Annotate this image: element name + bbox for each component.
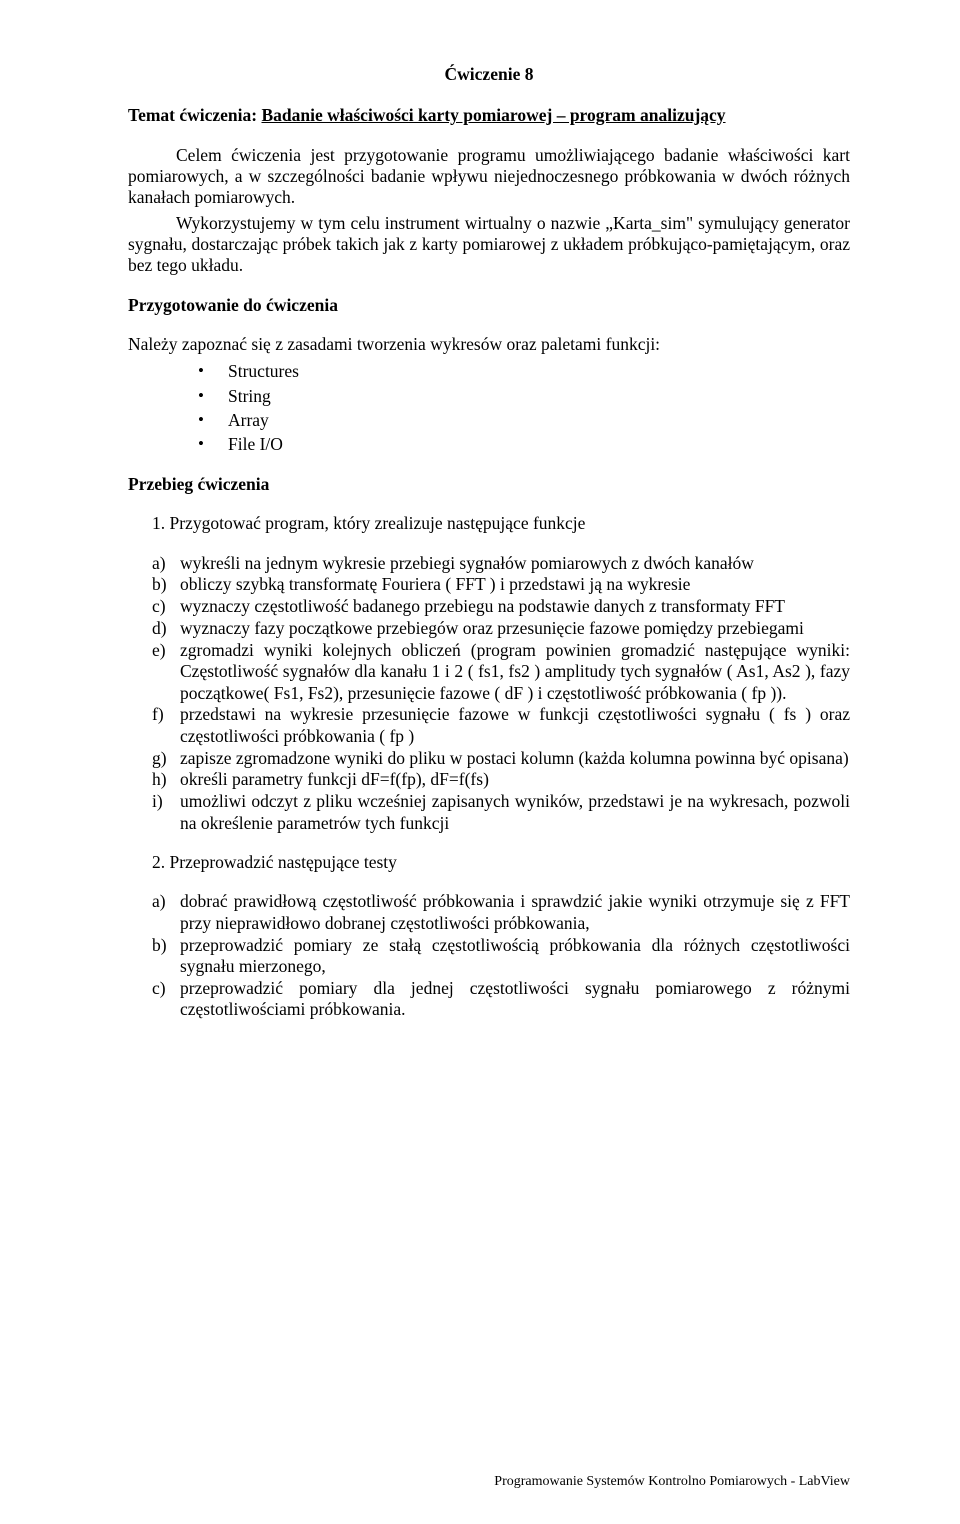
marker: c) [152,596,166,617]
marker: b) [152,935,167,956]
item-text: dobrać prawidłową częstotliwość próbkowa… [180,891,850,932]
task-2-list: a) dobrać prawidłową częstotliwość próbko… [128,891,850,1020]
item-text: umożliwi odczyt z pliku wcześniej zapisa… [180,791,850,832]
list-item: Array [198,410,850,431]
intro-paragraph-1: Celem ćwiczenia jest przygotowanie progr… [128,145,850,209]
marker: b) [152,574,167,595]
task-1-line: 1. Przygotować program, który zrealizuje… [152,513,850,534]
marker: h) [152,769,167,790]
list-item: b) obliczy szybką transformatę Fouriera (… [152,574,850,595]
list-item: b) przeprowadzić pomiary ze stałą częstot… [152,935,850,978]
marker: i) [152,791,163,812]
item-text: przeprowadzić pomiary ze stałą częstotli… [180,935,850,976]
list-item: i) umożliwi odczyt z pliku wcześniej zapi… [152,791,850,834]
marker: e) [152,640,166,661]
marker: c) [152,978,166,999]
topic-label: Temat ćwiczenia: [128,105,261,125]
run-heading: Przebieg ćwiczenia [128,474,850,495]
list-item: d) wyznaczy fazy początkowe przebiegów or… [152,618,850,639]
item-text: wyznaczy częstotliwość badanego przebieg… [180,596,785,616]
page-footer: Programowanie Systemów Kontrolno Pomiaro… [494,1473,850,1490]
item-text: przeprowadzić pomiary dla jednej częstot… [180,978,850,1019]
list-item: g) zapisze zgromadzone wyniki do pliku w … [152,748,850,769]
item-text: przedstawi na wykresie przesunięcie fazo… [180,704,850,745]
preparation-heading: Przygotowanie do ćwiczenia [128,295,850,316]
list-item: a) wykreśli na jednym wykresie przebiegi … [152,553,850,574]
list-item: c) przeprowadzić pomiary dla jednej częst… [152,978,850,1021]
marker: a) [152,891,166,912]
item-text: obliczy szybką transformatę Fouriera ( F… [180,574,690,594]
marker: d) [152,618,167,639]
list-item: c) wyznaczy częstotliwość badanego przebi… [152,596,850,617]
list-item: File I/O [198,434,850,455]
topic-line: Temat ćwiczenia: Badanie właściwości kar… [128,105,850,126]
intro-paragraph-2: Wykorzystujemy w tym celu instrument wir… [128,213,850,277]
list-item: f) przedstawi na wykresie przesunięcie fa… [152,704,850,747]
task-1-list: a) wykreśli na jednym wykresie przebiegi … [128,553,850,834]
topic-text: Badanie właściwości karty pomiarowej – p… [261,105,725,125]
marker: f) [152,704,164,725]
exercise-title: Ćwiczenie 8 [128,64,850,85]
item-text: określi parametry funkcji dF=f(fp), dF=f… [180,769,489,789]
list-item: a) dobrać prawidłową częstotliwość próbko… [152,891,850,934]
task-2-line: 2. Przeprowadzić następujące testy [152,852,850,873]
list-item: h) określi parametry funkcji dF=f(fp), dF… [152,769,850,790]
bullet-list: Structures String Array File I/O [128,361,850,455]
list-item: String [198,386,850,407]
item-text: zapisze zgromadzone wyniki do pliku w po… [180,748,849,768]
marker: g) [152,748,167,769]
list-item: Structures [198,361,850,382]
marker: a) [152,553,166,574]
preparation-line: Należy zapoznać się z zasadami tworzenia… [128,334,850,355]
item-text: wyznaczy fazy początkowe przebiegów oraz… [180,618,804,638]
list-item: e) zgromadzi wyniki kolejnych obliczeń (p… [152,640,850,704]
item-text: zgromadzi wyniki kolejnych obliczeń (pro… [180,640,850,703]
item-text: wykreśli na jednym wykresie przebiegi sy… [180,553,754,573]
